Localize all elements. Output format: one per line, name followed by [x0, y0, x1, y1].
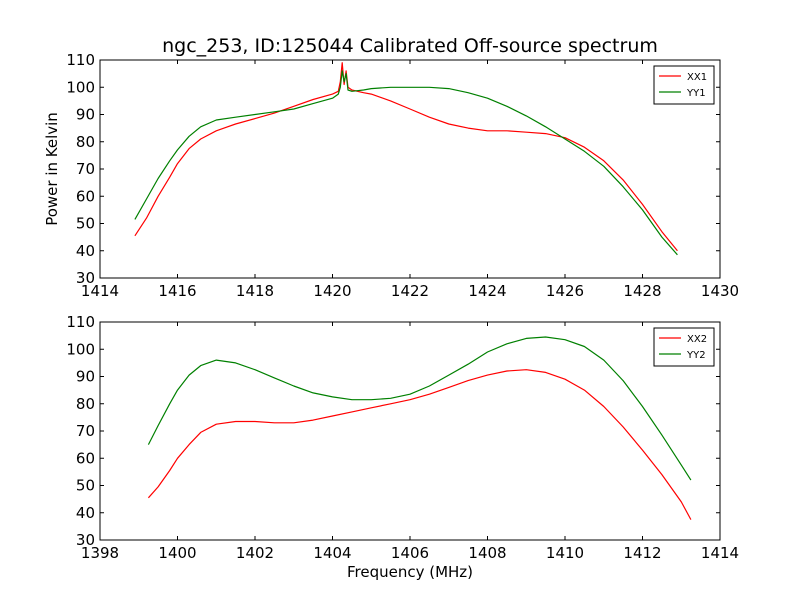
x-tick-label: 1400: [158, 544, 196, 562]
x-tick-label: 1420: [313, 282, 351, 300]
series-line-yy2: [147, 336, 692, 481]
y-tick-label: 30: [76, 531, 95, 549]
x-tick-label: 1430: [701, 282, 739, 300]
x-tick-label: 1424: [468, 282, 506, 300]
x-tick-label: 1414: [81, 282, 119, 300]
y-tick-label: 50: [76, 477, 95, 495]
x-tick-label: 1412: [623, 544, 661, 562]
chart-1: 1414 1416 1418 1420 1422 1424 1426 1428 1430 30 40…: [43, 35, 739, 300]
x-tick-label: 1418: [236, 282, 274, 300]
legend-box: [653, 65, 715, 105]
y-tick-label: 30: [76, 269, 95, 287]
x-axis-label: Frequency (MHz): [347, 563, 473, 581]
plots: 1414 1416 1418 1420 1422 1424 1426 1428 1430 30 40…: [43, 35, 739, 581]
y-tick-label: 40: [76, 504, 95, 522]
y-tick-label: 90: [76, 368, 95, 386]
y-tick-label: 50: [76, 215, 95, 233]
y-tick-label: 100: [66, 340, 95, 358]
plot-area: [100, 60, 720, 278]
legend-label-xx1: XX1: [687, 72, 707, 83]
x-tick-label: 1402: [236, 544, 274, 562]
legend-label-xx2: XX2: [687, 334, 707, 345]
x-tick-label: 1406: [391, 544, 429, 562]
y-tick-label: 80: [76, 395, 95, 413]
chart-title: ngc_253, ID:125044 Calibrated Off-source…: [162, 35, 658, 57]
x-tick-label: 1422: [391, 282, 429, 300]
series-line-xx2: [147, 369, 692, 520]
legend-box: [653, 327, 715, 367]
y-axis-label: Power in Kelvin: [43, 112, 61, 226]
x-tick-label: 1398: [81, 544, 119, 562]
x-tick-label: 1426: [546, 282, 584, 300]
x-tick-label: 1408: [468, 544, 506, 562]
y-tick-label: 110: [66, 51, 95, 69]
y-tick-label: 70: [76, 160, 95, 178]
y-tick-label: 80: [76, 133, 95, 151]
y-tick-label: 100: [66, 78, 95, 96]
chart-2: 1398 1400 1402 1404 1406 1408 1410 1412 1414 30 40…: [66, 313, 739, 581]
series-line-yy1: [134, 70, 678, 256]
y-tick-label: 110: [66, 313, 95, 331]
x-tick-label: 1414: [701, 544, 739, 562]
x-tick-label: 1410: [546, 544, 584, 562]
y-tick-label: 40: [76, 242, 95, 260]
x-tick-label: 1428: [623, 282, 661, 300]
y-tick-label: 70: [76, 422, 95, 440]
y-tick-label: 90: [76, 106, 95, 124]
y-tick-label: 60: [76, 449, 95, 467]
legend-label-yy2: YY2: [686, 350, 706, 361]
x-tick-label: 1416: [158, 282, 196, 300]
legend-label-yy1: YY1: [686, 88, 706, 99]
x-tick-label: 1404: [313, 544, 351, 562]
y-tick-label: 60: [76, 187, 95, 205]
